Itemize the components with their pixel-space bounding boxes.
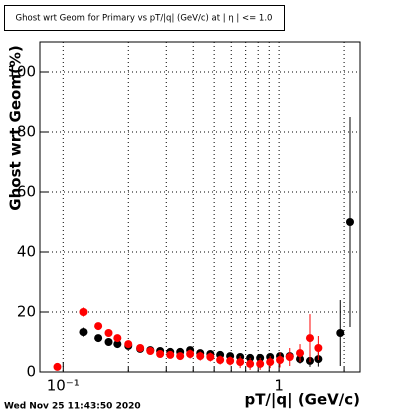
- data-point: [53, 362, 62, 371]
- data-point: [296, 349, 305, 358]
- data-point: [266, 358, 275, 367]
- plot-frame: [39, 41, 361, 373]
- x-axis-label: pT/|q| (GeV/c): [244, 391, 360, 410]
- data-point: [79, 308, 88, 316]
- data-point: [186, 350, 195, 358]
- timestamp: Wed Nov 25 11:43:50 2020: [4, 402, 141, 412]
- y-axis-label: Ghost wrt Geom(%): [7, 45, 25, 210]
- x-tick-label: 1: [274, 377, 284, 395]
- data-point: [256, 359, 265, 368]
- y-tick-label: 40: [17, 243, 36, 261]
- data-point: [276, 356, 285, 364]
- data-point: [104, 329, 113, 337]
- data-point: [176, 352, 185, 361]
- data-point: [305, 334, 314, 343]
- data-point: [336, 329, 345, 337]
- data-point: [166, 350, 175, 359]
- data-point: [124, 340, 133, 349]
- data-point: [345, 218, 354, 226]
- data-point: [94, 334, 103, 343]
- data-point: [113, 340, 122, 349]
- data-point: [79, 328, 88, 337]
- data-point: [216, 356, 225, 364]
- data-point: [314, 344, 323, 352]
- title-box: [4, 5, 285, 31]
- data-point: [236, 358, 245, 367]
- x-tick-label: 10⁻¹: [47, 377, 80, 395]
- data-point: [136, 344, 145, 352]
- y-tick-label: 0: [26, 363, 36, 381]
- y-tick-label: 80: [17, 123, 36, 141]
- data-point: [104, 338, 113, 346]
- data-point: [94, 322, 103, 331]
- y-tick-label: 20: [17, 303, 36, 321]
- data-point: [285, 353, 294, 361]
- data-point: [206, 353, 215, 361]
- data-point: [146, 347, 155, 355]
- data-point: [196, 352, 205, 361]
- y-tick-label: 60: [17, 183, 36, 201]
- data-point: [226, 356, 235, 365]
- data-point: [246, 359, 255, 368]
- chart-title: Ghost wrt Geom for Primary vs pT/|q| (Ge…: [16, 14, 273, 24]
- data-point: [156, 350, 165, 358]
- data-point: [113, 334, 122, 343]
- y-tick-label: 100: [7, 63, 36, 81]
